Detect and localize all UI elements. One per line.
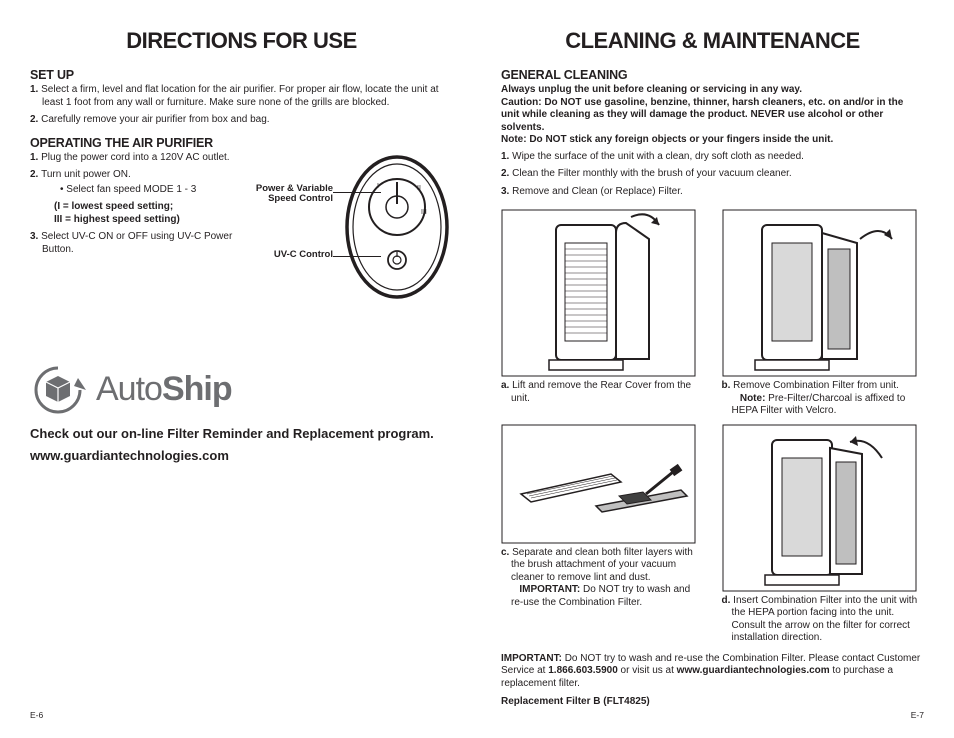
autoship-icon: [30, 362, 86, 418]
title-left: DIRECTIONS FOR USE: [30, 28, 453, 54]
fig-a-icon: [501, 209, 696, 377]
title-right: CLEANING & MAINTENANCE: [501, 28, 924, 54]
gc-list: 1. Wipe the surface of the unit with a c…: [501, 151, 924, 204]
replacement-filter: Replacement Filter B (FLT4825): [501, 696, 924, 707]
fig-b-icon: [722, 209, 917, 377]
fig-c-icon: [501, 424, 696, 544]
caption-c: c. Separate and clean both filter layers…: [501, 547, 704, 610]
gc-warn: Note: Do NOT stick any foreign objects o…: [501, 134, 924, 147]
op-item: 3. Select UV-C ON or OFF using UV-C Powe…: [30, 231, 235, 256]
figure-b: b. Remove Combination Filter from unit. …: [722, 209, 925, 418]
gc-warn: Caution: Do NOT use gasoline, benzine, t…: [501, 97, 924, 135]
gc-item: 2. Clean the Filter monthly with the bru…: [501, 168, 924, 181]
autoship-text: AutoShip: [96, 370, 232, 409]
op-item: 2. Turn unit power ON. Select fan speed …: [30, 169, 235, 226]
setup-heading: SET UP: [30, 68, 453, 82]
figure-a: a. Lift and remove the Rear Cover from t…: [501, 209, 704, 418]
speed-label: Power & Variable Speed Control: [248, 184, 333, 206]
figure-c: c. Separate and clean both filter layers…: [501, 424, 704, 645]
gc-item: 3. Remove and Clean (or Replace) Filter.: [501, 186, 924, 199]
fig-d-icon: [722, 424, 917, 592]
caption-a: a. Lift and remove the Rear Cover from t…: [501, 380, 704, 405]
figure-d: d. Insert Combination Filter into the un…: [722, 424, 925, 645]
control-diagram: Power & Variable Speed Control UV-C Cont…: [243, 152, 453, 322]
svg-text:III: III: [421, 209, 427, 216]
autoship-block: AutoShip Check out our on-line Filter Re…: [30, 362, 453, 463]
op-item: 1. Plug the power cord into a 120V AC ou…: [30, 152, 235, 165]
operating-text: 1. Plug the power cord into a 120V AC ou…: [30, 152, 235, 322]
footer-right: E-7: [501, 710, 924, 720]
op-bullet: Select fan speed MODE 1 - 3: [60, 184, 235, 197]
operating-heading: OPERATING THE AIR PURIFIER: [30, 136, 453, 150]
setup-item: 2. Carefully remove your air purifier fr…: [30, 114, 453, 127]
svg-text:II: II: [417, 185, 421, 192]
important-block: IMPORTANT: Do NOT try to wash and re-use…: [501, 653, 924, 691]
uvc-label: UV-C Control: [248, 250, 333, 261]
figure-grid: a. Lift and remove the Rear Cover from t…: [501, 209, 924, 645]
caption-b: b. Remove Combination Filter from unit. …: [722, 380, 925, 418]
setup-list: 1. Select a firm, level and flat locatio…: [30, 84, 453, 132]
svg-text:I: I: [377, 183, 379, 190]
gc-warn: Always unplug the unit before cleaning o…: [501, 84, 924, 97]
gc-item: 1. Wipe the surface of the unit with a c…: [501, 151, 924, 164]
autoship-head: AutoShip: [30, 362, 453, 418]
gc-heading: GENERAL CLEANING: [501, 68, 924, 82]
page-left: DIRECTIONS FOR USE SET UP 1. Select a fi…: [30, 28, 477, 720]
caption-d: d. Insert Combination Filter into the un…: [722, 595, 925, 645]
footer-left: E-6: [30, 710, 453, 720]
page-right: CLEANING & MAINTENANCE GENERAL CLEANING …: [477, 28, 924, 720]
promo-text: Check out our on-line Filter Reminder an…: [30, 426, 453, 442]
setup-item: 1. Select a firm, level and flat locatio…: [30, 84, 453, 109]
promo-url: www.guardiantechnologies.com: [30, 448, 453, 463]
operating-row: 1. Plug the power cord into a 120V AC ou…: [30, 152, 453, 322]
dial-icon: I II III: [341, 152, 453, 302]
